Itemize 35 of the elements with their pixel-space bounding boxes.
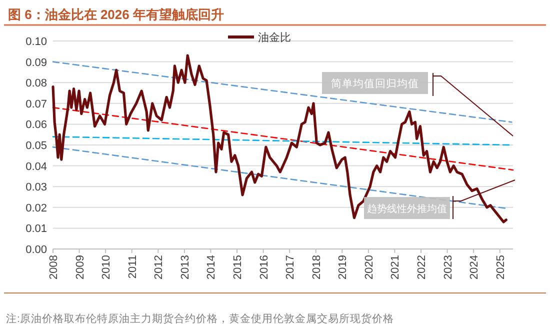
x-tick-label: 2015: [232, 255, 244, 280]
y-tick-label: 0.03: [26, 182, 47, 194]
y-tick-label: 0.06: [26, 119, 47, 132]
chart-title: 图 6：油金比在 2026 年有望触底回升: [8, 7, 224, 22]
y-tick-label: 0.00: [26, 244, 47, 256]
x-tick-label: 2024: [468, 255, 481, 280]
y-tick-label: 0.09: [26, 56, 47, 69]
y-tick-label: 0.02: [26, 202, 47, 214]
x-tick-label: 2013: [179, 255, 192, 280]
y-tick-label: 0.04: [26, 160, 47, 173]
x-tick-label: 2020: [363, 255, 376, 280]
y-tick-label: 0.10: [26, 36, 47, 48]
y-tick-label: 0.01: [26, 223, 47, 236]
x-tick-label: 2016: [258, 255, 270, 280]
x-tick-label: 2014: [206, 255, 218, 280]
annotation: 简单均值回归均值: [331, 77, 419, 90]
y-tick-label: 0.05: [26, 140, 47, 152]
x-tick-label: 2023: [442, 255, 454, 280]
x-tick-label: 2019: [337, 255, 350, 280]
line-series: [52, 54, 508, 224]
legend-label: 油金比: [258, 31, 291, 44]
annotation: 趋势线性外推均值: [367, 203, 447, 215]
text: 注:原油价格取布伦特原油主力期货合约价格，黄金使用伦敦金属交易所现货价格: [6, 312, 394, 325]
x-tick-label: 2008: [48, 255, 60, 280]
y-tick-label: 0.08: [26, 78, 47, 90]
x-tick-label: 2025: [494, 255, 507, 280]
x-tick-label: 2010: [100, 255, 113, 280]
x-tick-label: 2018: [310, 255, 323, 280]
x-tick-label: 2012: [153, 255, 166, 280]
y-tick-label: 0.07: [26, 98, 47, 110]
x-tick-label: 2021: [390, 255, 402, 280]
x-tick-label: 2009: [74, 255, 86, 280]
x-tick-label: 2011: [126, 255, 139, 279]
x-tick-label: 2022: [416, 255, 428, 280]
x-tick-label: 2017: [284, 255, 297, 280]
